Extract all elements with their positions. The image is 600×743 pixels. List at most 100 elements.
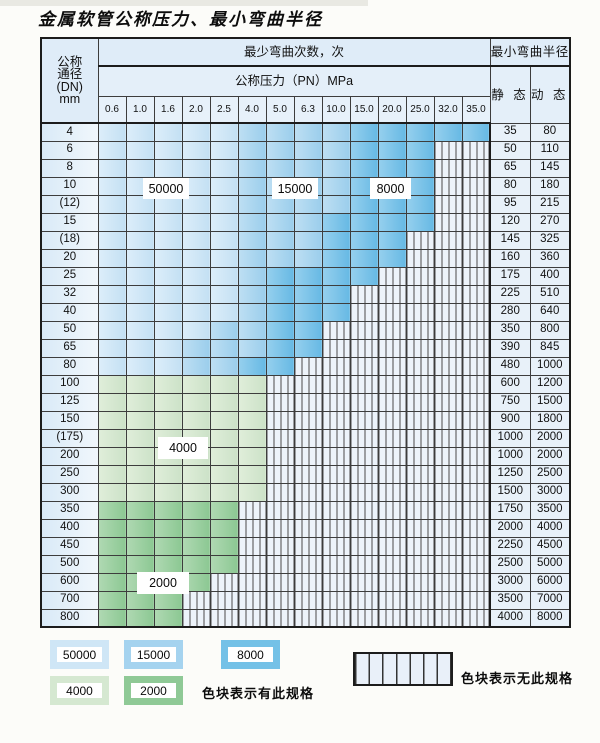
- dynamic-value-cell: 845: [529, 338, 571, 358]
- cycle-cell: [433, 428, 463, 448]
- cycle-cell: [377, 554, 407, 574]
- cycle-cell: [265, 158, 295, 178]
- dynamic-value-cell: 145: [529, 158, 571, 178]
- cycle-cell: [265, 212, 295, 232]
- dn-cell: 80: [40, 356, 99, 376]
- cycle-cell: [321, 410, 351, 430]
- cycle-cell: [321, 248, 351, 268]
- cycle-cell: [97, 248, 127, 268]
- cycle-cell: [265, 590, 295, 610]
- cycle-cell: [125, 410, 155, 430]
- cycle-cell: [153, 320, 183, 340]
- cycle-cell: [153, 554, 183, 574]
- cycle-cell: [265, 284, 295, 304]
- cycle-cell: [293, 302, 323, 322]
- cycle-cell: [209, 554, 239, 574]
- cycle-cell: [265, 446, 295, 466]
- cycle-cell: [461, 500, 491, 520]
- cycle-cell: [125, 266, 155, 286]
- cycle-cell: [433, 284, 463, 304]
- cycle-cell: [265, 536, 295, 556]
- header-row-2: 公称压力（PN）MPa 静 态 动 态: [41, 65, 571, 124]
- pressure-col-header: 25.0: [405, 96, 435, 124]
- cycle-cell: [405, 374, 435, 394]
- cycle-cell: [293, 374, 323, 394]
- cycle-cell: [97, 554, 127, 574]
- cycle-cell: [265, 302, 295, 322]
- cycle-cell: [461, 230, 491, 250]
- static-value-cell: 2500: [489, 554, 531, 574]
- cycle-cell: [209, 356, 239, 376]
- cycle-cell: [293, 464, 323, 484]
- dn-header-line: (DN): [56, 79, 83, 94]
- cycle-cell: [377, 500, 407, 520]
- cycle-cell: [181, 140, 211, 160]
- cycle-cell: [237, 320, 267, 340]
- cycle-cell: [209, 338, 239, 358]
- cycle-cell: [461, 320, 491, 340]
- dn-cell: 4: [40, 122, 99, 142]
- dn-cell: 400: [40, 518, 99, 538]
- cycle-cell: [433, 572, 463, 592]
- cycle-cell: [461, 518, 491, 538]
- cycle-cell: [97, 518, 127, 538]
- dn-cell: 125: [40, 392, 99, 412]
- cycle-cell: [433, 482, 463, 502]
- cycle-cell: [433, 446, 463, 466]
- cycle-cell: [461, 608, 491, 628]
- cycle-cell: [293, 230, 323, 250]
- cycle-cell: [209, 428, 239, 448]
- dynamic-column-header: 动 态: [529, 65, 571, 124]
- cycle-cell: [293, 392, 323, 412]
- cycle-cell: [153, 140, 183, 160]
- cycle-cell: [293, 266, 323, 286]
- cycle-cell: [265, 338, 295, 358]
- cycle-cell: [237, 572, 267, 592]
- cycle-cell: [349, 248, 379, 268]
- cycle-cell: [293, 500, 323, 520]
- cycle-cell: [321, 338, 351, 358]
- dynamic-value-cell: 6000: [529, 572, 571, 592]
- cycle-cell: [321, 194, 351, 214]
- static-value-cell: 160: [489, 248, 531, 268]
- cycle-cell: [461, 356, 491, 376]
- dn-cell: 20: [40, 248, 99, 268]
- cycle-cell: [237, 410, 267, 430]
- cycle-cell: [153, 608, 183, 628]
- cycle-cell: [265, 464, 295, 484]
- cycle-cell: [125, 158, 155, 178]
- cycle-cell: [377, 464, 407, 484]
- static-value-cell: 600: [489, 374, 531, 394]
- legend-swatch-8000: 8000: [221, 640, 280, 669]
- dynamic-value-cell: 215: [529, 194, 571, 214]
- cycle-cell: [293, 284, 323, 304]
- cycle-cell: [293, 446, 323, 466]
- cycle-cell: [237, 392, 267, 412]
- cycle-cell: [125, 122, 155, 142]
- cycle-cell: [349, 392, 379, 412]
- cycle-cell: [237, 590, 267, 610]
- cycle-cell: [321, 212, 351, 232]
- cycle-cell: [153, 212, 183, 232]
- cycle-cell: [377, 518, 407, 538]
- table-row: 800 4000 8000: [40, 608, 571, 628]
- cycle-cell: [349, 482, 379, 502]
- dynamic-value-cell: 2000: [529, 428, 571, 448]
- cycle-cell: [321, 356, 351, 376]
- cycle-cell: [461, 572, 491, 592]
- cycle-cell: [293, 338, 323, 358]
- zone-label-15000: 15000: [272, 178, 318, 199]
- cycle-cell: [97, 572, 127, 592]
- cycle-cell: [237, 374, 267, 394]
- cycle-cell: [125, 608, 155, 628]
- cycle-cell: [433, 338, 463, 358]
- cycle-cell: [321, 608, 351, 628]
- cycle-cell: [293, 356, 323, 376]
- cycle-cell: [377, 212, 407, 232]
- cycle-cell: [433, 374, 463, 394]
- cycle-cell: [293, 608, 323, 628]
- dynamic-value-cell: 640: [529, 302, 571, 322]
- dynamic-value-cell: 4500: [529, 536, 571, 556]
- cycle-cell: [321, 158, 351, 178]
- dynamic-value-cell: 1800: [529, 410, 571, 430]
